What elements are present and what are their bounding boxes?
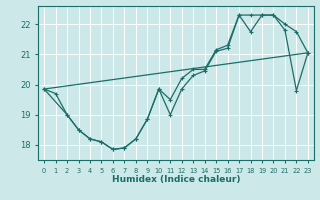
- X-axis label: Humidex (Indice chaleur): Humidex (Indice chaleur): [112, 175, 240, 184]
